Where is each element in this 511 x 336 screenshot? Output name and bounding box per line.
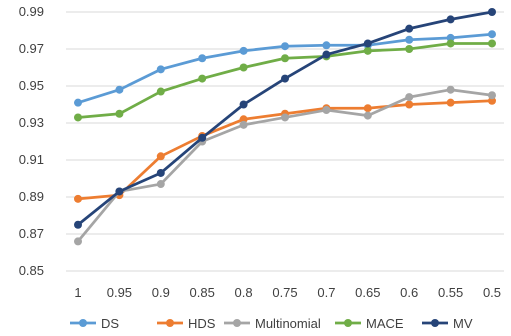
x-tick-label: 0.95: [107, 285, 132, 300]
data-point: [322, 41, 331, 50]
data-point: [363, 39, 372, 48]
series-mace: [74, 39, 496, 122]
data-point: [156, 168, 165, 177]
y-tick-label: 0.89: [19, 189, 44, 204]
x-tick-label: 1: [74, 285, 81, 300]
data-point: [405, 35, 414, 44]
data-point: [74, 194, 82, 203]
data-point: [156, 180, 165, 189]
legend: DS HDS Multinomial MACE MV: [70, 316, 473, 331]
data-point: [488, 39, 496, 48]
data-point: [405, 93, 414, 102]
data-point: [115, 187, 124, 196]
data-point: [198, 133, 207, 142]
legend-swatch-marker: [431, 319, 439, 327]
data-point: [281, 54, 289, 63]
x-tick-label: 0.75: [272, 285, 297, 300]
data-point: [239, 115, 248, 124]
data-point: [115, 109, 124, 118]
legend-item-ds: DS: [70, 316, 119, 331]
legend-item-hds: HDS: [157, 316, 216, 331]
legend-item-multinomial: Multinomial: [224, 316, 321, 331]
legend-item-mace: MACE: [335, 316, 404, 331]
data-point: [405, 100, 414, 109]
data-point: [281, 113, 289, 122]
y-tick-label: 0.85: [19, 263, 44, 278]
data-point: [239, 46, 248, 55]
data-point: [322, 106, 331, 115]
data-point: [156, 65, 165, 74]
legend-label: Multinomial: [255, 316, 321, 331]
data-point: [322, 50, 331, 59]
data-point: [446, 15, 455, 24]
gridlines: [66, 11, 504, 272]
data-point: [156, 152, 165, 161]
legend-swatch-marker: [166, 319, 174, 327]
x-axis-ticks: 1 0.95 0.9 0.85 0.8 0.75 0.7 0.65 0.6 0.55 0.5: [74, 285, 501, 300]
data-point: [363, 111, 372, 120]
data-point: [74, 98, 82, 107]
data-point: [74, 220, 82, 229]
x-tick-label: 0.85: [190, 285, 215, 300]
data-point: [281, 74, 289, 83]
data-point: [488, 96, 496, 105]
data-point: [115, 85, 124, 94]
series-multinomial: [74, 85, 496, 246]
legend-label: MV: [453, 316, 473, 331]
series-ds: [74, 30, 496, 107]
legend-label: MACE: [366, 316, 404, 331]
series-lines: [74, 8, 496, 246]
data-point: [239, 120, 248, 129]
data-point: [156, 87, 165, 96]
data-point: [446, 98, 455, 107]
series-mv: [74, 8, 496, 229]
x-tick-label: 0.8: [235, 285, 253, 300]
data-point: [363, 104, 372, 113]
data-point: [74, 113, 82, 122]
legend-label: HDS: [188, 316, 216, 331]
data-point: [488, 30, 496, 39]
data-point: [363, 46, 372, 55]
legend-swatch-marker: [344, 319, 352, 327]
y-tick-label: 0.95: [19, 78, 44, 93]
y-tick-label: 0.99: [19, 4, 44, 19]
x-tick-label: 0.5: [483, 285, 501, 300]
y-tick-label: 0.97: [19, 41, 44, 56]
x-tick-label: 0.55: [438, 285, 463, 300]
data-point: [281, 42, 289, 51]
y-tick-label: 0.87: [19, 226, 44, 241]
data-point: [198, 74, 207, 83]
data-point: [198, 54, 207, 63]
y-tick-label: 0.93: [19, 115, 44, 130]
data-point: [239, 63, 248, 72]
data-point: [446, 33, 455, 42]
legend-item-mv: MV: [422, 316, 473, 331]
x-tick-label: 0.6: [400, 285, 418, 300]
data-point: [446, 39, 455, 48]
data-point: [446, 85, 455, 94]
data-point: [488, 8, 496, 16]
legend-label: DS: [101, 316, 119, 331]
data-point: [239, 100, 248, 109]
y-axis-ticks: 0.85 0.87 0.89 0.91 0.93 0.95 0.97 0.99: [19, 4, 44, 278]
legend-swatch-marker: [79, 319, 87, 327]
x-tick-label: 0.7: [317, 285, 335, 300]
data-point: [405, 45, 414, 53]
data-point: [74, 237, 82, 246]
legend-swatch-marker: [233, 319, 241, 327]
data-point: [405, 24, 414, 33]
data-point: [488, 91, 496, 100]
x-tick-label: 0.65: [355, 285, 380, 300]
y-tick-label: 0.91: [19, 152, 44, 167]
x-tick-label: 0.9: [152, 285, 170, 300]
